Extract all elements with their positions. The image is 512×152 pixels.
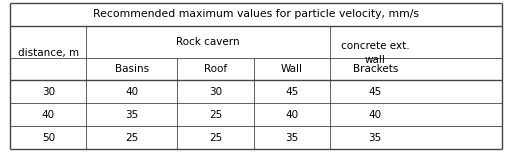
Text: 35: 35 [125,110,139,120]
Text: 25: 25 [125,133,139,143]
Text: 40: 40 [42,110,55,120]
Text: 30: 30 [42,87,55,97]
Text: concrete ext.
wall: concrete ext. wall [341,41,410,65]
Text: 40: 40 [285,110,298,120]
Text: 35: 35 [285,133,298,143]
Text: Recommended maximum values for particle velocity, mm/s: Recommended maximum values for particle … [93,9,419,19]
Text: distance, m: distance, m [18,48,79,58]
Text: Basins: Basins [115,64,149,74]
Text: 25: 25 [209,110,222,120]
Text: Wall: Wall [281,64,303,74]
Text: 45: 45 [369,87,382,97]
Text: 40: 40 [369,110,382,120]
Text: 30: 30 [209,87,222,97]
Text: 50: 50 [42,133,55,143]
Text: Brackets: Brackets [352,64,398,74]
Text: 45: 45 [285,87,298,97]
Text: Rock cavern: Rock cavern [176,37,240,47]
Text: 25: 25 [209,133,222,143]
Text: Roof: Roof [204,64,227,74]
Text: 40: 40 [125,87,138,97]
Text: 35: 35 [369,133,382,143]
